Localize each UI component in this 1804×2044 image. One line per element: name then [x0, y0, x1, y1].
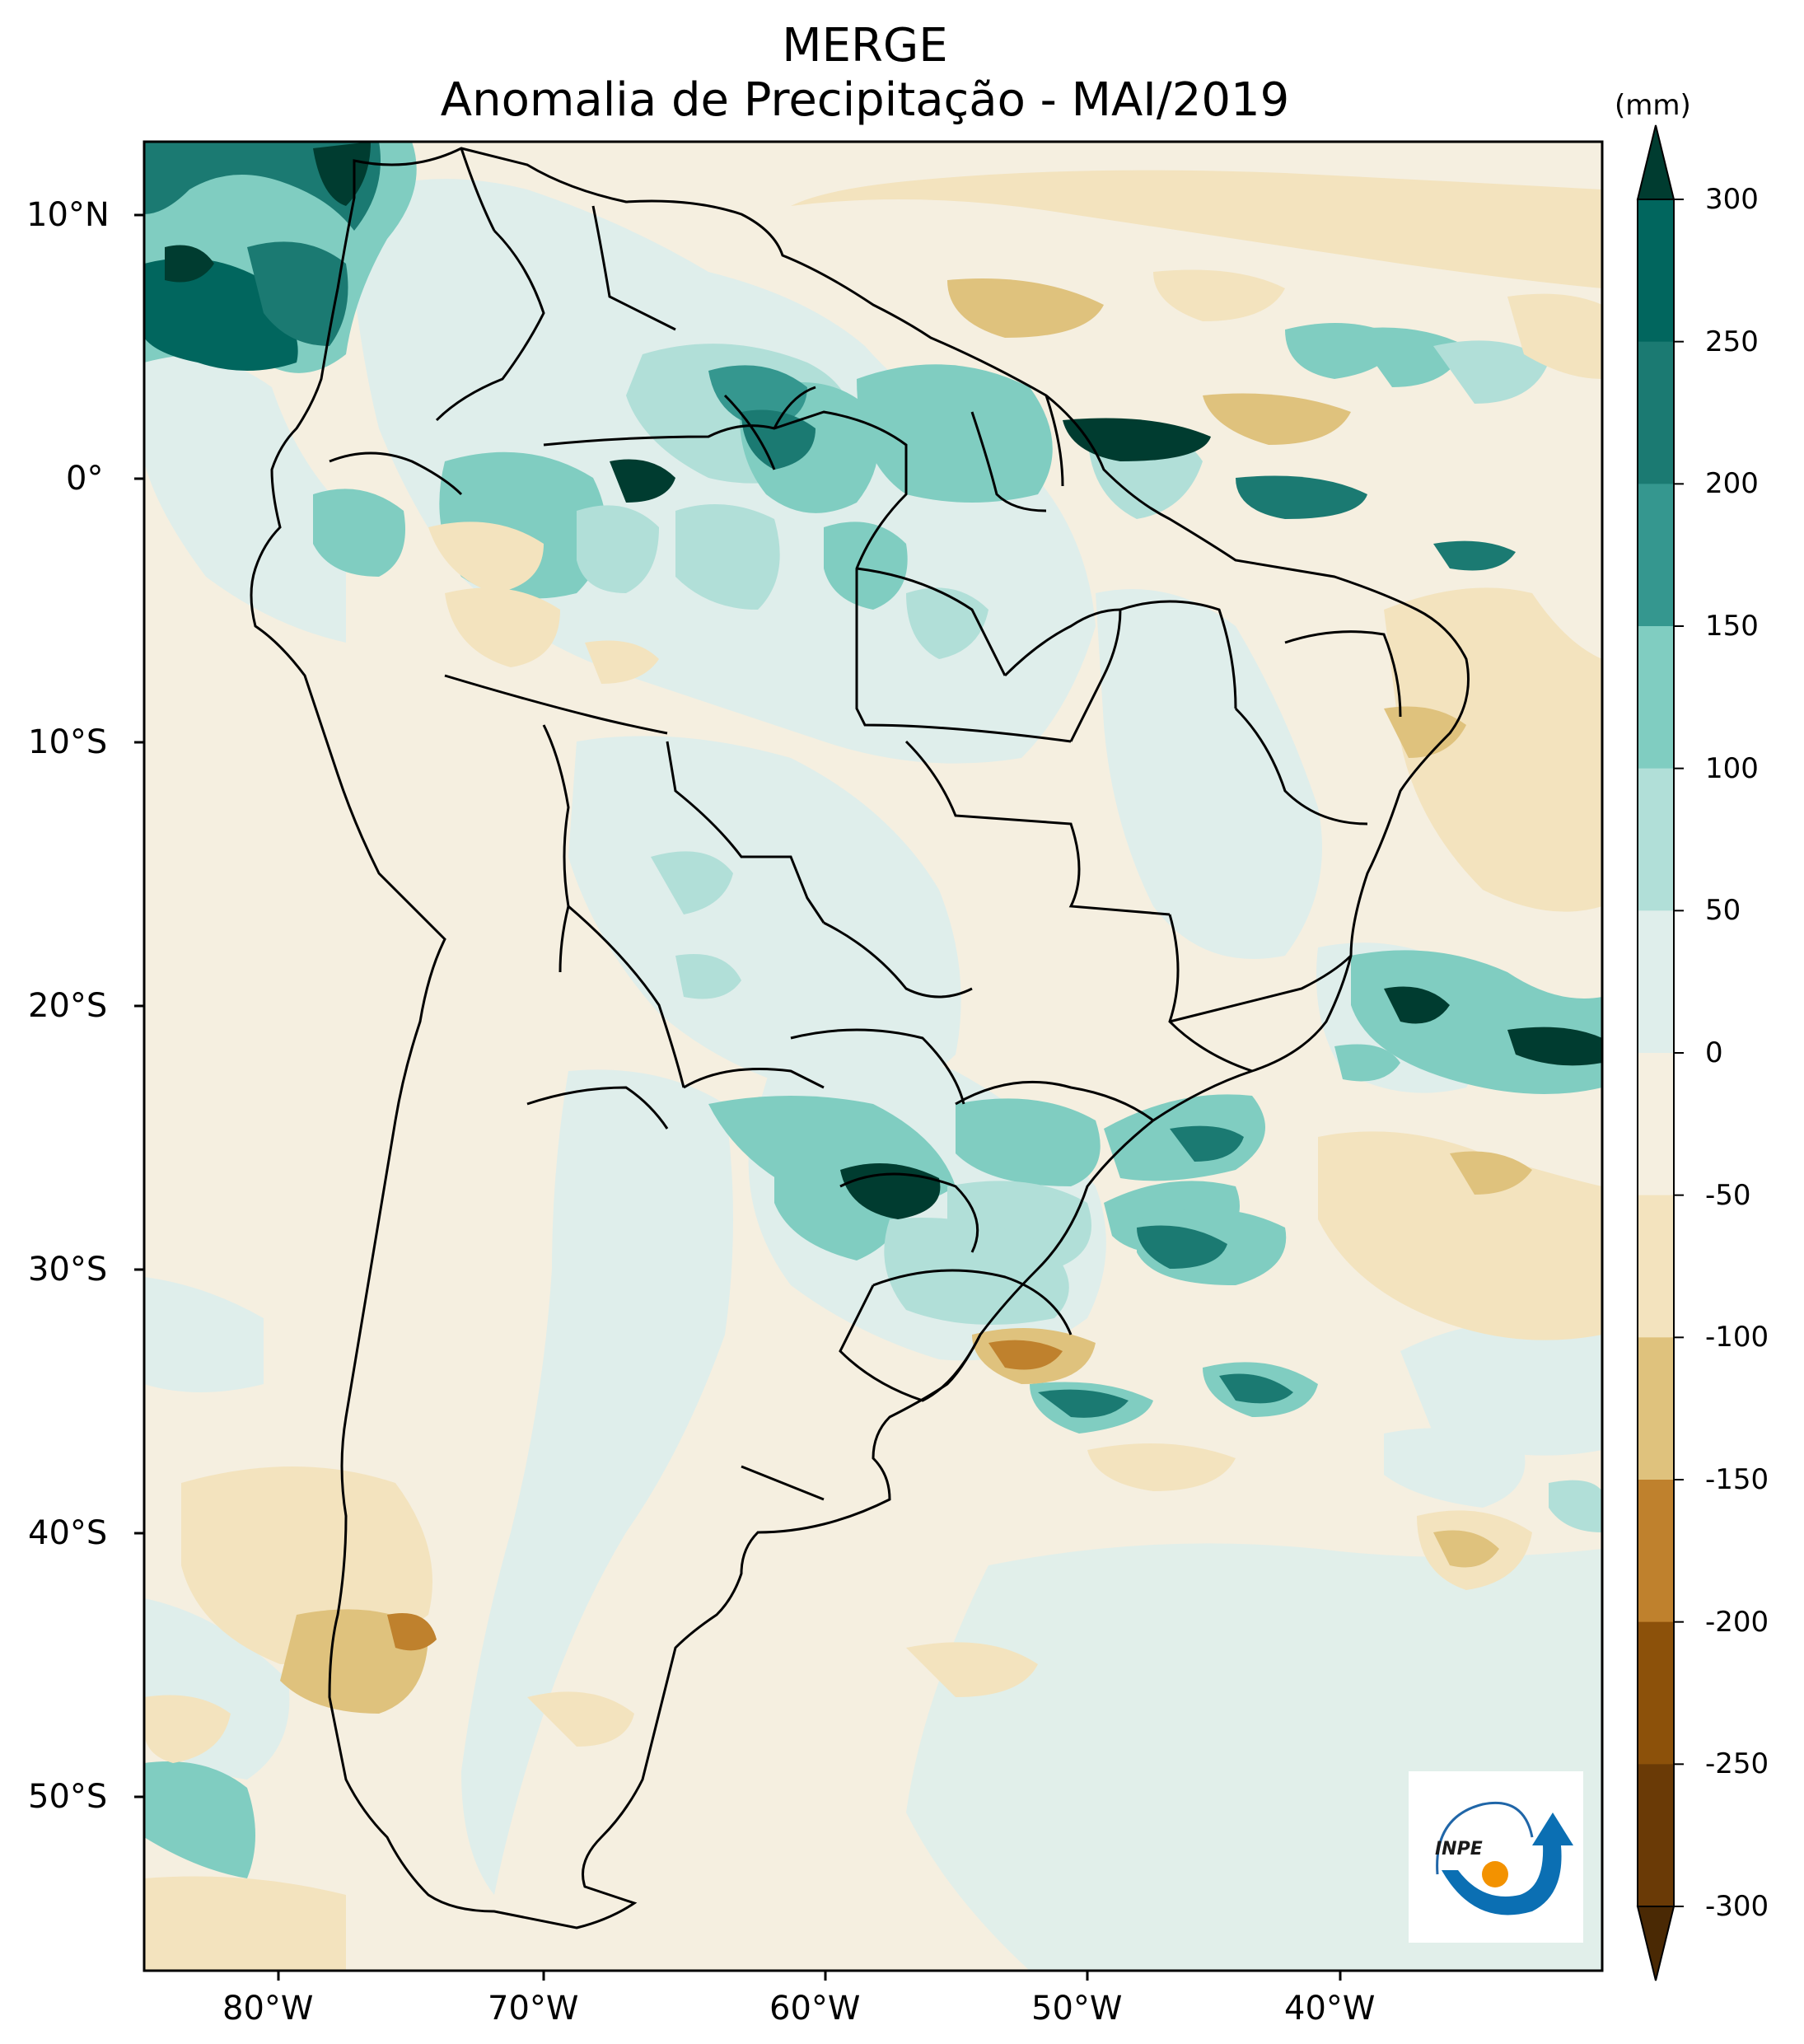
colorbar-tick-label: 200: [1705, 467, 1759, 501]
colorbar-band: [1638, 1337, 1674, 1480]
colorbar-band: [1638, 199, 1674, 343]
colorbar-tick-label: -200: [1705, 1605, 1769, 1639]
colorbar-band: [1638, 484, 1674, 627]
inpe-logo: [1409, 1771, 1583, 1943]
colorbar-tick-label: -150: [1705, 1463, 1769, 1496]
colorbar-band: [1638, 910, 1674, 1054]
lat-label: 50°S: [28, 1778, 108, 1816]
colorbar-band: [1638, 1480, 1674, 1623]
lat-label: 40°S: [28, 1514, 108, 1552]
colorbar-unit: (mm): [1615, 89, 1691, 122]
colorbar-band: [1638, 1053, 1674, 1196]
map-title: MERGE: [782, 19, 948, 72]
colorbar-tick-label: -50: [1705, 1178, 1751, 1212]
lat-label: 10°S: [28, 723, 108, 761]
colorbar-tick-label: 50: [1705, 894, 1741, 928]
colorbar-tick-label: -250: [1705, 1747, 1769, 1781]
map-frame: [143, 140, 1604, 1972]
coastlines-borders: [250, 147, 1470, 1929]
lat-label: 30°S: [28, 1251, 108, 1289]
lat-label: 0°: [66, 460, 104, 498]
lon-label: 60°W: [769, 1990, 861, 2028]
colorbar-tick-label: -100: [1705, 1321, 1769, 1354]
colorbar-band: [1638, 1621, 1674, 1765]
lon-label: 40°W: [1284, 1990, 1376, 2028]
colorbar-tick-label: 0: [1705, 1036, 1723, 1069]
map-subtitle: Anomalia de Precipitação - MAI/2019: [440, 73, 1290, 127]
colorbar-band: [1638, 1195, 1674, 1338]
colorbar-band: [1638, 768, 1674, 911]
colorbar-tick-label: 100: [1705, 751, 1759, 785]
anomaly-field: [144, 142, 1602, 1971]
inpe-logo-text: INPE: [1435, 1839, 1483, 1859]
lon-label: 50°W: [1031, 1990, 1123, 2028]
colorbar-tick-label: 250: [1705, 325, 1759, 358]
lon-label: 80°W: [222, 1990, 314, 2028]
colorbar-tick-label: -300: [1705, 1890, 1769, 1923]
colorbar-band: [1638, 1764, 1674, 1907]
axis-ticks: [134, 213, 1342, 1981]
colorbar-band: [1638, 341, 1674, 484]
colorbar: [1636, 124, 1684, 1981]
lon-label: 70°W: [488, 1990, 579, 2028]
colorbar-band: [1638, 626, 1674, 769]
lat-label: 10°N: [26, 196, 110, 234]
colorbar-tick-label: 150: [1705, 610, 1759, 643]
lat-label: 20°S: [28, 987, 108, 1025]
colorbar-tick-label: 300: [1705, 183, 1759, 216]
